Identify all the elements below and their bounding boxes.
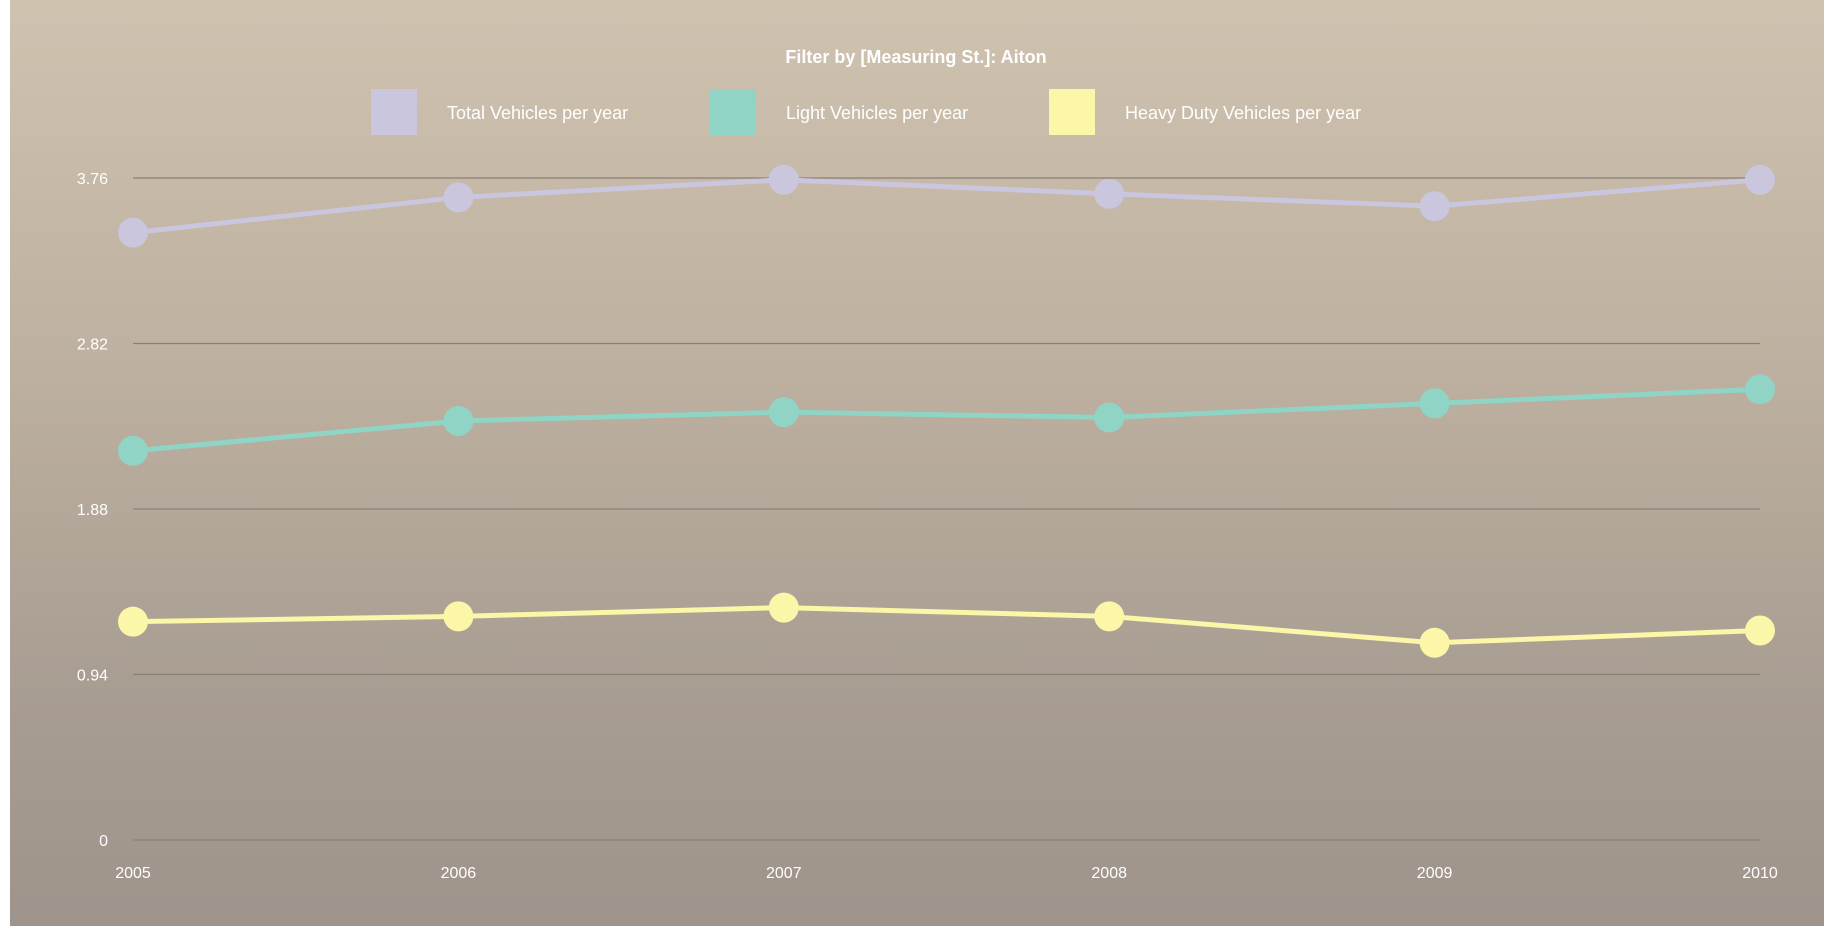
x-tick-label: 2005	[115, 865, 151, 882]
y-tick-label: 1.88	[77, 502, 108, 519]
data-point[interactable]	[443, 601, 474, 632]
data-point[interactable]	[118, 217, 148, 248]
legend-item-2[interactable]: Heavy Duty Vehicles per year	[1049, 89, 1361, 135]
legend-swatch	[710, 89, 756, 135]
y-tick-label: 2.82	[77, 337, 108, 354]
data-point[interactable]	[1745, 374, 1775, 405]
series-1	[118, 374, 1775, 466]
y-tick-label: 3.76	[77, 171, 108, 188]
x-tick-label: 2009	[1417, 865, 1453, 882]
data-point[interactable]	[768, 164, 799, 195]
series-0	[118, 164, 1775, 248]
x-tick-label: 2008	[1091, 865, 1127, 882]
data-point[interactable]	[1094, 601, 1125, 632]
legend-item-1[interactable]: Light Vehicles per year	[710, 89, 968, 135]
legend-item-0[interactable]: Total Vehicles per year	[371, 89, 628, 135]
data-point[interactable]	[118, 606, 148, 637]
data-point[interactable]	[1094, 178, 1125, 209]
series-2	[118, 592, 1775, 658]
series-line	[130, 386, 1763, 454]
data-point[interactable]	[1419, 191, 1450, 222]
x-tick-label: 2010	[1742, 865, 1778, 882]
data-point[interactable]	[443, 182, 474, 213]
legend-label: Total Vehicles per year	[447, 103, 628, 123]
chart-title: Filter by [Measuring St.]: Aiton	[785, 47, 1046, 67]
data-point[interactable]	[443, 405, 474, 436]
series-line	[130, 177, 1763, 236]
data-point[interactable]	[1094, 402, 1125, 433]
data-point[interactable]	[118, 435, 148, 466]
legend-swatch	[1049, 89, 1095, 135]
x-tick-label: 2006	[441, 865, 477, 882]
data-point[interactable]	[768, 397, 799, 428]
y-axis: 0 0.94 1.88 2.82 3.76	[77, 171, 108, 850]
grid-lines	[133, 177, 1760, 841]
data-point[interactable]	[1745, 615, 1775, 646]
chart-panel	[10, 0, 1824, 926]
legend-label: Heavy Duty Vehicles per year	[1125, 103, 1361, 123]
legend: Total Vehicles per year Light Vehicles pe…	[371, 89, 1361, 135]
legend-label: Light Vehicles per year	[786, 103, 968, 123]
y-tick-label: 0.94	[77, 668, 108, 685]
data-point[interactable]	[768, 592, 799, 623]
series-layer	[118, 164, 1775, 658]
data-point[interactable]	[1745, 164, 1775, 195]
series-line	[130, 605, 1763, 646]
legend-swatch	[371, 89, 417, 135]
y-tick-label: 0	[99, 833, 108, 850]
data-point[interactable]	[1419, 627, 1450, 658]
x-axis: 2005 2006 2007 2008 2009 2010	[115, 865, 1778, 882]
data-point[interactable]	[1419, 388, 1450, 419]
x-tick-label: 2007	[766, 865, 802, 882]
